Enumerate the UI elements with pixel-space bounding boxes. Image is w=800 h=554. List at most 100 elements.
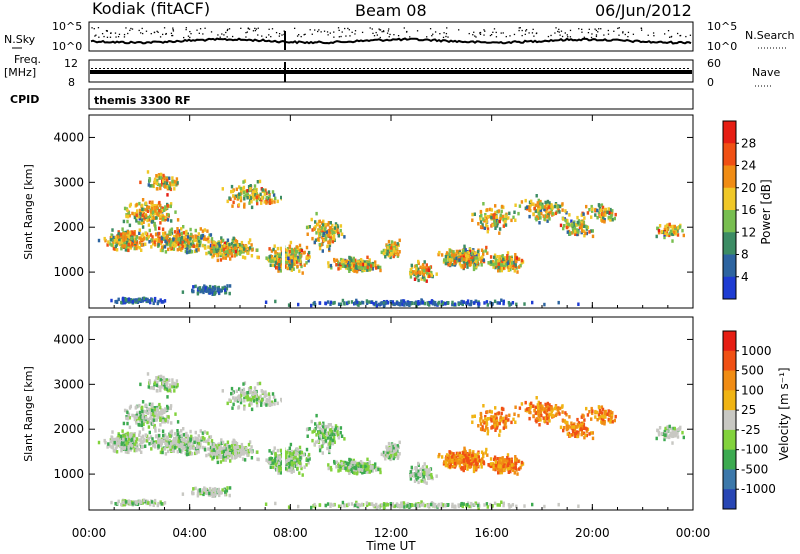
power-cell <box>480 213 483 218</box>
power-cell <box>264 189 267 193</box>
velocity-cell <box>161 408 164 413</box>
nsearch-dot <box>105 29 108 32</box>
power-cell <box>508 264 511 269</box>
power-cell <box>171 176 174 180</box>
velocity-cell <box>135 415 138 419</box>
power-cell <box>210 247 214 251</box>
nsearch-dot <box>569 36 572 38</box>
velocity-cell <box>334 426 338 430</box>
power-cell <box>174 210 177 214</box>
power-cell <box>610 212 614 216</box>
velocity-cell <box>179 442 182 447</box>
velocity-cell <box>299 464 302 468</box>
power-cell <box>162 237 166 242</box>
power-cell <box>502 224 505 228</box>
velocity-cell <box>291 452 294 456</box>
power-cell <box>324 227 327 231</box>
power-cell <box>479 220 483 224</box>
velocity-cell <box>294 449 297 454</box>
power-cell <box>245 244 248 249</box>
power-cell <box>130 242 134 246</box>
power-cell <box>564 209 567 213</box>
power-cell <box>549 210 553 215</box>
velocity-cell <box>171 445 174 449</box>
nsearch-dot <box>393 34 395 36</box>
power-cell <box>243 202 246 207</box>
velocity-cell <box>271 392 275 396</box>
nsearch-dot <box>131 28 134 30</box>
nave-dot <box>195 68 197 69</box>
nsearch-dot <box>93 28 95 30</box>
velocity-cell <box>159 412 162 416</box>
nsearch-dot <box>668 36 671 38</box>
nsearch-dot <box>495 31 497 34</box>
power-cell <box>520 258 524 263</box>
velocity-cell <box>319 430 322 434</box>
velocity-cell <box>273 402 276 406</box>
nave-dot <box>619 68 621 69</box>
power-cell <box>272 247 275 252</box>
velocity-cell <box>324 429 327 433</box>
power-cell <box>204 286 207 290</box>
velocity-cell <box>154 445 157 449</box>
velocity-cell <box>273 459 277 463</box>
power-cell <box>417 259 420 264</box>
power-cell <box>251 190 255 194</box>
power-cell <box>464 253 468 257</box>
colorbar-swatch <box>723 165 736 189</box>
velocity-cell <box>138 448 141 452</box>
velocity-cell <box>138 419 141 423</box>
velocity-cell <box>141 434 145 439</box>
nsearch-dot <box>588 28 590 30</box>
power-cell <box>582 229 586 234</box>
power-cell <box>159 216 162 220</box>
velocity-cell <box>215 455 219 460</box>
power-cell <box>669 232 673 236</box>
nave-dot <box>395 68 397 69</box>
velocity-cell <box>147 420 151 424</box>
velocity-cell <box>125 442 129 447</box>
power-cell <box>217 290 220 294</box>
power-cell <box>175 243 178 247</box>
power-cell <box>570 219 573 223</box>
power-cell <box>161 206 164 211</box>
power-cell <box>241 244 244 248</box>
power-cell <box>279 269 283 273</box>
velocity-cell <box>167 386 171 390</box>
power-cell <box>228 196 231 200</box>
power-cell <box>140 298 143 303</box>
power-cell <box>126 219 129 224</box>
power-cell <box>458 262 462 266</box>
velocity-cell <box>161 450 164 455</box>
power-cell <box>300 264 303 269</box>
velocity-cell <box>197 434 200 438</box>
power-cell <box>249 199 252 203</box>
velocity-cell <box>161 429 165 433</box>
power-cell <box>200 236 203 240</box>
velocity-cell <box>183 437 186 442</box>
nsearch-dot <box>416 30 419 32</box>
power-cell <box>121 244 124 248</box>
nave-dot <box>375 68 377 69</box>
velocity-cell <box>248 440 252 444</box>
power-cell <box>577 302 580 306</box>
power-cell <box>314 224 317 229</box>
power-cell <box>428 266 431 270</box>
velocity-cell <box>166 395 169 399</box>
power-cell <box>422 274 425 279</box>
velocity-cell <box>124 438 128 442</box>
velocity-cell <box>232 402 235 407</box>
power-cell <box>356 300 359 305</box>
velocity-cell <box>269 460 272 465</box>
power-cell <box>292 267 295 271</box>
power-cell <box>310 217 313 222</box>
power-cell <box>294 253 297 258</box>
velocity-cell <box>295 462 298 466</box>
colorbar-tick-label: 12 <box>741 225 756 239</box>
power-cell <box>374 266 378 270</box>
power-cell <box>201 229 205 233</box>
velocity-cell <box>135 413 139 418</box>
power-cell <box>320 221 324 225</box>
power-cell <box>223 244 226 248</box>
velocity-cell <box>168 441 171 445</box>
